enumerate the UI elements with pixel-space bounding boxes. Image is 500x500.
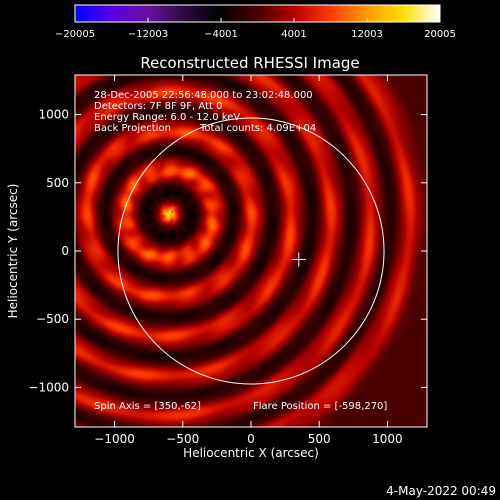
colorbar-tick-label: −12003 [128, 29, 168, 40]
x-tick-label: −500 [166, 432, 199, 446]
colorbar-tick-label: −20005 [55, 29, 95, 40]
colorbar-tick-label: −4001 [204, 29, 238, 40]
axis-ticks: −1000 −500 0 500 1000 1000 500 0 −500 −1000 [28, 75, 427, 446]
colorbar-tick-label: 4001 [281, 29, 306, 40]
spin-axis-marker [291, 252, 306, 267]
annotation-total-counts: Total counts: 4.09E+04 [199, 123, 316, 134]
colorbar-ticks: −20005 −12003 −4001 4001 12003 20005 [55, 18, 456, 40]
x-tick-label: 0 [247, 432, 255, 446]
x-axis-label: Heliocentric X (arcsec) [183, 446, 319, 460]
x-tick-label: 500 [308, 432, 331, 446]
colorbar-tick-label: 20005 [424, 29, 456, 40]
y-tick-label: 500 [46, 176, 69, 190]
image-area [75, 75, 427, 427]
y-tick-label: −500 [36, 312, 69, 326]
timestamp: 4-May-2022 00:49 [386, 484, 496, 498]
chart-title: Reconstructed RHESSI Image [140, 54, 359, 72]
heatmap-image [75, 75, 427, 427]
flare-position-label: Flare Position = [-598,270] [253, 401, 387, 412]
x-tick-label: −1000 [94, 432, 135, 446]
y-tick-label: 0 [61, 244, 69, 258]
y-axis-label: Heliocentric Y (arcsec) [6, 184, 20, 319]
solar-limb-circle [117, 117, 385, 385]
annotation-energy-range: Energy Range: 6.0 - 12.0 keV [94, 112, 240, 123]
annotation-time-range: 28-Dec-2005 22:56:48.000 to 23:02:48.000 [94, 90, 313, 101]
spin-axis-label: Spin Axis = [350,-62] [94, 401, 201, 412]
y-tick-label: −1000 [28, 380, 69, 394]
annotation-detectors: Detectors: 7F 8F 9F, Att 0 [94, 101, 222, 112]
x-tick-label: 1000 [372, 432, 403, 446]
colorbar-tick-label: 12003 [351, 29, 383, 40]
y-tick-label: 1000 [38, 108, 69, 122]
annotations: 28-Dec-2005 22:56:48.000 to 23:02:48.000… [94, 90, 387, 412]
colorbar [74, 4, 441, 23]
annotation-method: Back Projection [94, 123, 171, 134]
